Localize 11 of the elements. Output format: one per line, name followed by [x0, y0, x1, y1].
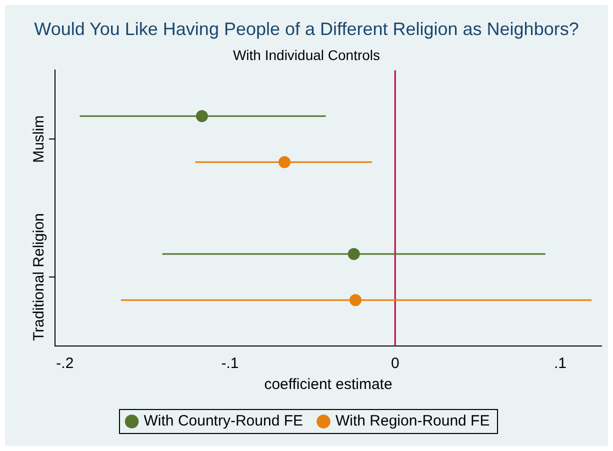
chart-title: Would You Like Having People of a Different Religion as Neighbors? [33, 19, 580, 40]
x-tick-label: -.1 [221, 355, 239, 372]
y-tick-label: Traditional Religion [30, 213, 48, 341]
x-tick-label: 0 [390, 355, 400, 372]
x-tick-label: .1 [554, 355, 566, 372]
legend-label: With Country-Round FE [144, 412, 304, 430]
chart-subtitle: With Individual Controls [232, 47, 382, 63]
x-axis-title: coefficient estimate [264, 376, 392, 394]
legend-label: With Region-Round FE [335, 412, 490, 430]
x-tick-label: -.2 [56, 355, 74, 372]
y-tick-label: Muslim [30, 115, 48, 163]
